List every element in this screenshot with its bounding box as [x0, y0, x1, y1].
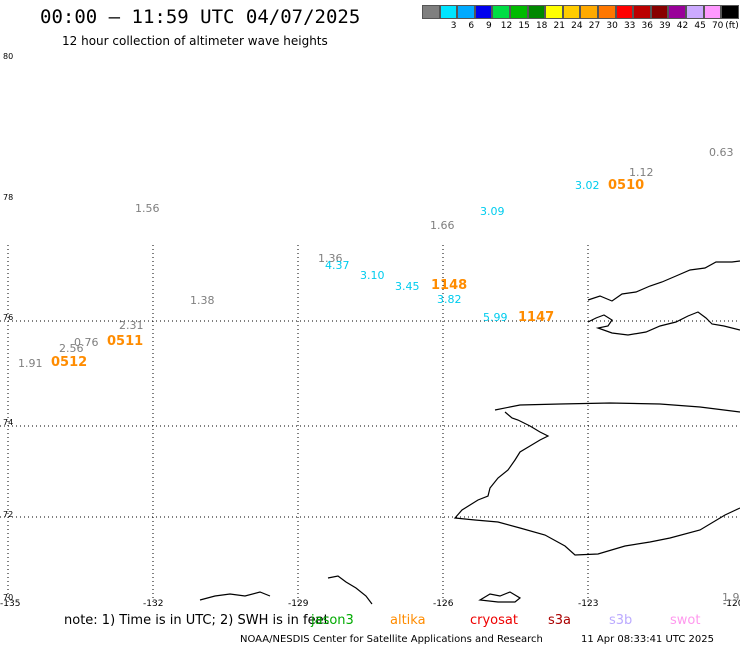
- pass-time: 0510: [608, 178, 645, 193]
- coast-mainland: [453, 411, 740, 556]
- pass-time: 0512: [51, 355, 88, 370]
- scale-swatch: [545, 5, 563, 19]
- lat-label: 80: [3, 52, 14, 61]
- scale-tick-label: 24: [571, 21, 583, 31]
- pass-time: 1148: [431, 278, 468, 293]
- coast-herschel: [327, 575, 373, 605]
- wave-height-reading: 1.56: [135, 202, 160, 215]
- lon-label: -129: [288, 599, 309, 609]
- scale-tick-label: 27: [588, 21, 601, 31]
- scale-tick-label: 45: [694, 21, 706, 31]
- wave-height-reading: 3.82: [437, 293, 462, 306]
- footer-credit: NOAA/NESDIS Center for Satellite Applica…: [240, 634, 543, 645]
- lon-label: -120: [723, 599, 740, 609]
- coast-banks-island-south: [587, 311, 740, 336]
- satellite-name: cryosat: [470, 613, 518, 628]
- lon-label: -132: [143, 599, 164, 609]
- scale-tick-label: 30: [606, 21, 618, 31]
- satellite-name: s3b: [609, 613, 633, 628]
- wave-height-reading: 1.9: [722, 591, 740, 604]
- map-subtitle: 12 hour collection of altimeter wave hei…: [62, 34, 328, 48]
- scale-swatch: [527, 5, 546, 19]
- scale-swatch: [685, 5, 704, 19]
- scale-swatch: [562, 5, 581, 19]
- lat-label: 78: [3, 193, 14, 202]
- wave-height-reading: 5.99: [483, 311, 508, 324]
- wave-height-reading: 1.66: [430, 219, 455, 232]
- satellite-name: s3a: [548, 613, 572, 628]
- scale-tick-label: 39: [659, 21, 671, 31]
- scale-swatch: [422, 5, 440, 19]
- wave-height-reading: 3.45: [395, 280, 420, 293]
- scale-tick-label: 42: [676, 21, 689, 31]
- scale-swatch: [492, 5, 510, 19]
- coast-north-slope: [199, 591, 271, 601]
- lat-label: 76: [3, 313, 14, 322]
- scale-unit-label: (ft): [725, 21, 739, 31]
- pass-time: 1147: [518, 310, 555, 325]
- wave-height-reading: 3.09: [480, 205, 505, 218]
- satellite-name: jason3: [311, 613, 354, 628]
- map-title: 00:00 – 11:59 UTC 04/07/2025: [40, 6, 361, 28]
- footer-note: note: 1) Time is in UTC; 2) SWH is in fe…: [64, 613, 329, 628]
- wave-height-reading: 0.76: [74, 336, 99, 349]
- coast-mainland-arm: [494, 402, 740, 413]
- scale-tick-label: 21: [553, 21, 565, 31]
- lat-label: 74: [3, 418, 14, 427]
- scale-tick-label: 18: [535, 21, 548, 31]
- satellite-name: altika: [390, 613, 426, 628]
- scale-swatch: [474, 5, 493, 19]
- graticule: [0, 245, 740, 605]
- scale-swatch: [721, 5, 739, 19]
- scale-swatch: [615, 5, 634, 19]
- footer-timestamp: 11 Apr 08:33:41 UTC 2025: [581, 634, 714, 645]
- scale-tick-label: 15: [518, 21, 530, 31]
- wave-height-reading: 3.02: [575, 179, 600, 192]
- wave-height-reading: 0.63: [709, 146, 734, 159]
- lat-label: 72: [3, 510, 14, 519]
- scale-tick-label: 70: [711, 21, 724, 31]
- scale-swatch: [597, 5, 616, 19]
- scale-swatch: [650, 5, 669, 19]
- color-scale-labels: 3 6 9 12 15 18 21 24 27 30 33 36 39 42 45 70 (ft): [422, 21, 740, 33]
- scale-tick-label: 33: [623, 21, 636, 31]
- lon-label: -135: [0, 599, 21, 609]
- scale-swatch: [580, 5, 598, 19]
- lat-label: 70: [3, 593, 14, 602]
- scale-swatch: [457, 5, 475, 19]
- scale-swatch: [439, 5, 458, 19]
- scale-tick-label: 36: [641, 21, 653, 31]
- wave-height-reading: 3.10: [360, 269, 385, 282]
- coastlines: [199, 260, 740, 605]
- wave-height-reading: 2.56: [59, 342, 84, 355]
- wave-height-reading: 1.36: [318, 252, 343, 265]
- scale-tick-label: 6: [468, 21, 475, 31]
- scale-swatch: [703, 5, 722, 19]
- scale-swatch: [668, 5, 686, 19]
- wave-height-reading: 4.37: [325, 259, 350, 272]
- scale-tick-label: 9: [486, 21, 492, 31]
- wave-height-reading: 2.31: [119, 319, 144, 332]
- pass-time: 0511: [107, 334, 144, 349]
- coast-banks-island-north: [587, 260, 740, 302]
- lon-label: -126: [433, 599, 454, 609]
- wave-height-reading: 1.91: [18, 357, 43, 370]
- wave-height-reading: 1.38: [190, 294, 215, 307]
- color-scale-legend: [422, 5, 739, 19]
- scale-swatch: [633, 5, 651, 19]
- scale-tick-label: 3: [450, 21, 457, 31]
- satellite-name: swot: [670, 613, 701, 628]
- lon-label: -123: [578, 599, 599, 609]
- scale-swatch: [509, 5, 528, 19]
- coast-mackenzie-delta: [478, 591, 522, 603]
- wave-height-reading: 1.12: [629, 166, 654, 179]
- scale-tick-label: 12: [500, 21, 513, 31]
